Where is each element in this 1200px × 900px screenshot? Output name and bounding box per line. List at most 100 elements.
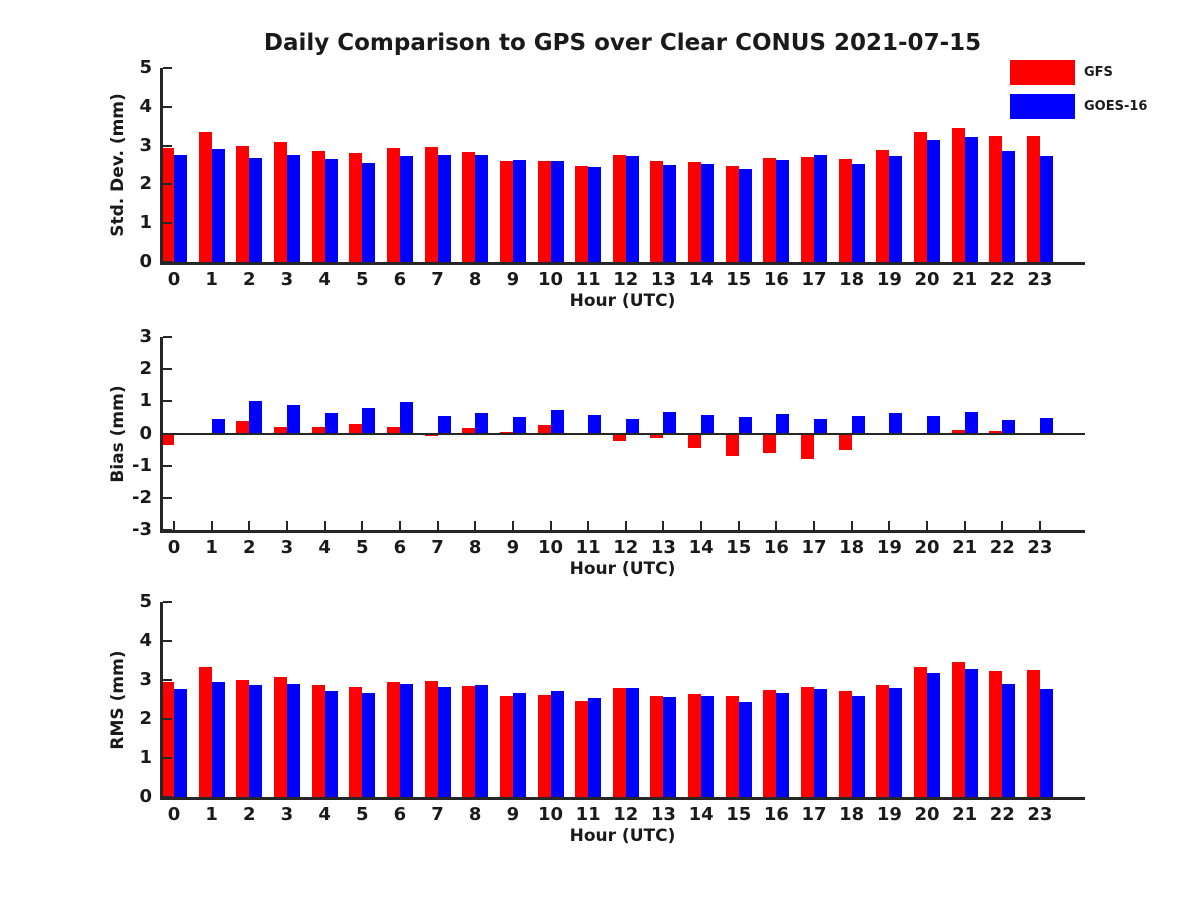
x-tick [549, 521, 552, 530]
y-tick-label: 0 [139, 422, 152, 444]
y-tick-label: -2 [132, 486, 152, 508]
x-tick-label: 17 [801, 804, 827, 825]
x-tick-label: 4 [318, 537, 331, 558]
x-tick-label: 18 [839, 804, 865, 825]
y-axis-line [160, 68, 163, 265]
y-tick-label: 5 [139, 57, 152, 78]
x-tick-label: 8 [468, 804, 482, 825]
x-tick [285, 521, 288, 530]
x-tick [361, 521, 364, 530]
gfs-bar-hour-18 [838, 433, 852, 451]
x-tick-label: 23 [1027, 537, 1053, 558]
y-tick [162, 432, 172, 435]
gfs-bar-hour-7 [424, 146, 438, 262]
y-tick-label: 3 [139, 134, 152, 156]
x-tick-label: 19 [876, 804, 902, 825]
gfs-bar-hour-0 [161, 148, 174, 262]
rms-x-axis-label: Hour (UTC) [569, 826, 676, 846]
x-tick-label: 8 [468, 537, 482, 558]
x-tick [963, 521, 966, 530]
stddev-x-axis-label: Hour (UTC) [569, 291, 676, 311]
x-tick-label: 3 [280, 537, 294, 558]
gfs-bar-hour-20 [914, 667, 927, 797]
y-tick-label: 0 [139, 251, 152, 272]
gfs-bar-hour-10 [537, 694, 551, 797]
goes-16-bar-hour-0 [174, 688, 187, 797]
goes-16-bar-hour-18 [851, 415, 865, 434]
goes-16-bar-hour-6 [399, 402, 413, 434]
goes-16-bar-hour-10 [550, 161, 564, 262]
figure-title: Daily Comparison to GPS over Clear CONUS… [263, 30, 982, 56]
gfs-bar-hour-8 [462, 685, 476, 797]
gfs-bar-hour-21 [951, 430, 965, 434]
y-tick [162, 261, 172, 263]
x-tick-label: 10 [537, 537, 564, 558]
x-tick-label: 22 [989, 537, 1015, 558]
gfs-bar-hour-16 [763, 158, 777, 262]
goes-16-bar-hour-6 [399, 684, 413, 797]
x-tick-label: 12 [613, 804, 639, 825]
goes-16-bar-hour-4 [324, 159, 338, 262]
x-tick-label: 5 [355, 537, 369, 558]
y-tick [162, 718, 172, 720]
gfs-bar-hour-4 [311, 684, 325, 797]
gfs-bar-hour-11 [575, 166, 589, 262]
goes-16-bar-hour-19 [889, 156, 903, 262]
x-tick-label: 22 [989, 269, 1015, 290]
y-tick-label: 4 [139, 630, 152, 651]
gfs-bar-hour-17 [801, 157, 815, 262]
goes-16-bar-hour-6 [399, 155, 413, 262]
x-tick-label: 1 [205, 804, 218, 825]
goes-16-bar-hour-0 [174, 155, 187, 262]
gfs-bar-hour-12 [612, 687, 626, 797]
x-tick-label: 2 [243, 804, 256, 825]
goes-16-bar-hour-1 [211, 682, 225, 797]
y-tick-label: 5 [139, 591, 152, 612]
x-tick-label: 12 [613, 269, 639, 290]
x-tick-label: 9 [506, 537, 520, 558]
x-tick-label: 20 [914, 537, 940, 558]
goes-16-bar-hour-9 [512, 693, 526, 797]
goes-16-bar-hour-10 [550, 691, 564, 797]
x-tick [398, 521, 401, 530]
goes-16-bar-hour-3 [286, 683, 300, 797]
gfs-bar-hour-5 [349, 152, 363, 262]
x-tick-label: 2 [243, 537, 256, 558]
gfs-bar-hour-15 [725, 696, 739, 797]
y-tick [162, 601, 172, 603]
goes-16-bar-hour-18 [851, 696, 865, 797]
x-tick [323, 521, 326, 530]
goes-16-bar-hour-2 [249, 400, 263, 434]
x-tick-label: 13 [650, 537, 676, 558]
goes-16-bar-hour-14 [701, 695, 715, 797]
x-tick [248, 521, 251, 530]
x-tick-label: 15 [726, 804, 752, 825]
y-tick [162, 757, 172, 759]
goes-16-bar-hour-3 [286, 155, 300, 262]
rms-y-axis-label: RMS (mm) [108, 649, 128, 750]
goes-16-bar-hour-15 [738, 416, 752, 434]
x-tick-label: 23 [1027, 804, 1053, 825]
gfs-bar-hour-19 [876, 149, 890, 262]
gfs-bar-hour-5 [349, 686, 363, 797]
goes-16-bar-hour-20 [927, 140, 940, 262]
legend-item-goes16: GOES-16 [1010, 94, 1147, 119]
x-tick [737, 521, 740, 530]
goes-16-bar-hour-2 [249, 158, 263, 262]
gfs-bar-hour-5 [349, 424, 363, 434]
gfs-bar-hour-8 [462, 152, 476, 262]
goes-16-bar-hour-9 [512, 159, 526, 262]
gfs-bar-hour-22 [989, 136, 1003, 262]
goes-16-bar-hour-14 [701, 163, 715, 262]
gfs-bar-hour-18 [838, 690, 852, 797]
y-tick-label: 4 [139, 95, 152, 117]
x-axis-line [160, 797, 1085, 800]
goes-16-bar-hour-4 [324, 412, 338, 434]
gfs-bar-hour-2 [236, 680, 250, 797]
goes-16-bar-hour-20 [927, 673, 940, 797]
x-tick-label: 5 [355, 804, 369, 825]
y-tick [162, 67, 172, 69]
goes-16-bar-hour-22 [1002, 150, 1016, 262]
